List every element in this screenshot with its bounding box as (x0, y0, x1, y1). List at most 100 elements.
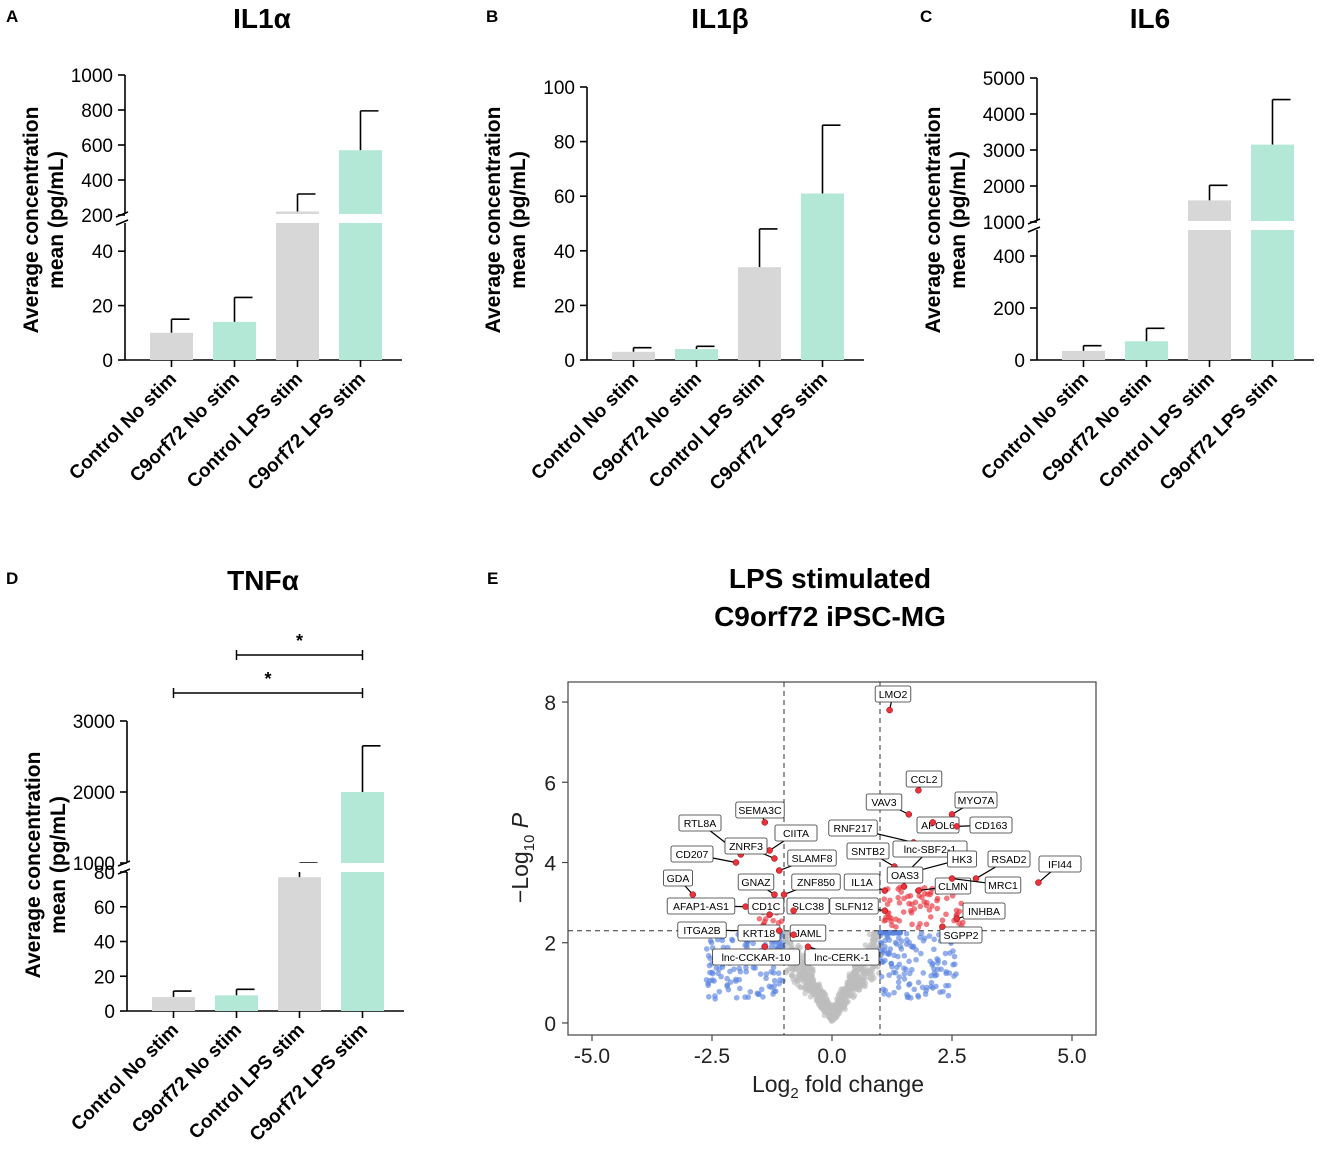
x-tick-label: 5.0 (1057, 1045, 1086, 1068)
x-tick-label: -2.5 (694, 1045, 730, 1068)
point-fold-change (928, 983, 934, 990)
point-ns (819, 1001, 826, 1007)
point-labeled-gene (972, 875, 980, 882)
bar-break-gap (1250, 221, 1295, 230)
point-fold-change (709, 970, 716, 977)
y-tick-label: 4000 (983, 105, 1025, 126)
gene-label-box (677, 921, 727, 939)
y-tick-label: 20 (94, 967, 115, 988)
point-significant (896, 900, 903, 906)
gene-label-lnc-cckar-10: lnc-CCKAR-10 (722, 952, 791, 964)
point-ns (790, 976, 796, 983)
x-category-label-c9orf72-lps-stim: C9orf72 LPS stim (246, 1020, 372, 1146)
gene-label-ciita: CIITA (783, 828, 809, 840)
point-fold-change (731, 966, 737, 972)
point-labeled-gene (790, 931, 797, 938)
point-fold-change (928, 973, 934, 979)
gene-label-box (947, 850, 978, 868)
point-fold-change (758, 986, 765, 993)
significance-star: * (296, 631, 303, 651)
y-axis-label-part: −Log (507, 851, 533, 903)
gene-label-box (846, 842, 890, 860)
gene-label-box (962, 902, 1006, 920)
point-fold-change (891, 989, 897, 996)
point-ns (859, 978, 866, 985)
point-significant (770, 917, 776, 924)
panel-d-tnfa-chart: D TNFα Average concentrationmean (pg/mL) 0 2… (6, 565, 404, 1146)
x-category-label-c9orf72-lps-stim: C9orf72 LPS stim (706, 369, 832, 495)
point-significant (943, 911, 949, 918)
x-category-label-c9orf72-lps-stim: C9orf72 LPS stim (1156, 369, 1282, 495)
point-fold-change (737, 968, 744, 975)
point-fold-change (901, 976, 908, 982)
bar-c9orf72-no-stim (215, 995, 258, 1011)
gene-label-lnc-cerk-1: lnc-CERK-1 (814, 952, 870, 964)
point-fold-change (879, 958, 885, 965)
gene-label-mrc1: MRC1 (988, 880, 1018, 892)
gene-label-krt18: KRT18 (743, 928, 776, 940)
point-labeled-gene (732, 859, 740, 866)
point-significant (926, 907, 933, 913)
y-tick-label: 0 (544, 1013, 556, 1036)
x-category-label-control-no-stim: Control No stim (67, 1020, 183, 1136)
bar-c9orf72-no-stim (1125, 341, 1168, 360)
point-significant (901, 895, 907, 902)
point-ns (858, 965, 865, 971)
point-fold-change (953, 971, 959, 977)
point-fold-change (775, 970, 782, 977)
panel-letter-b: B (486, 7, 498, 26)
point-ns (802, 966, 808, 973)
gene-label-box (984, 876, 1022, 894)
point-fold-change (724, 982, 731, 988)
gene-label-sntb2: SNTB2 (851, 846, 885, 858)
point-significant (956, 908, 963, 915)
significance-star: * (264, 669, 271, 689)
point-labeled-gene (948, 811, 956, 818)
point-fold-change (885, 992, 892, 998)
gene-label-cd1c: CD1C (752, 901, 781, 913)
point-labeled-gene (775, 867, 783, 874)
point-fold-change (768, 944, 774, 950)
point-fold-change (915, 992, 921, 999)
point-fold-change (768, 969, 774, 975)
y-axis-label-line: mean (pg/mL) (947, 151, 970, 289)
point-ns (846, 983, 853, 990)
point-significant (887, 897, 893, 904)
panel-e-volcano-plot: E LPS stimulated C9orf72 iPSC-MG -5.0 -2.5 0.… (487, 563, 1097, 1102)
point-fold-change (760, 994, 766, 1000)
gene-label-sema3c: SEMA3C (738, 805, 782, 817)
gene-label-slfn12: SLFN12 (835, 901, 874, 913)
y-axis-label-line: mean (pg/mL) (47, 796, 70, 934)
y-tick-label: 60 (94, 898, 115, 919)
bar-control-no-stim (152, 997, 195, 1011)
gene-label-afap1-as1: AFAP1-AS1 (673, 901, 729, 913)
chart-title-c: IL6 (1130, 3, 1170, 34)
bar-control-no-stim (612, 351, 655, 360)
bar-control-lps-stim (278, 877, 321, 1011)
point-ns (835, 1003, 842, 1010)
gene-label-box (737, 873, 775, 891)
gene-label-box (747, 897, 785, 915)
gene-label-gnaz: GNAZ (741, 877, 771, 889)
point-fold-change (896, 974, 903, 980)
x-category-label-c9orf72-no-stim: C9orf72 No stim (1038, 369, 1156, 487)
point-fold-change (895, 984, 902, 991)
point-fold-change (777, 977, 783, 983)
bar-break-gap (277, 863, 322, 872)
point-significant (917, 903, 924, 910)
chart-title-line-1: LPS stimulated (729, 563, 931, 594)
gene-label-znf850: ZNF850 (797, 877, 835, 889)
point-ns (804, 971, 811, 977)
point-fold-change (945, 992, 952, 999)
point-fold-change (770, 991, 776, 997)
point-fold-change (928, 979, 935, 986)
y-tick-label: 40 (554, 242, 575, 263)
x-category-label-control-lps-stim: Control LPS stim (645, 369, 769, 493)
point-fold-change (901, 971, 908, 977)
point-fold-change (903, 930, 910, 937)
bar-control-no-stim (150, 332, 193, 360)
point-labeled-gene (804, 943, 812, 950)
point-ns (835, 997, 842, 1004)
point-fold-change (770, 964, 777, 971)
point-ns (858, 983, 865, 990)
